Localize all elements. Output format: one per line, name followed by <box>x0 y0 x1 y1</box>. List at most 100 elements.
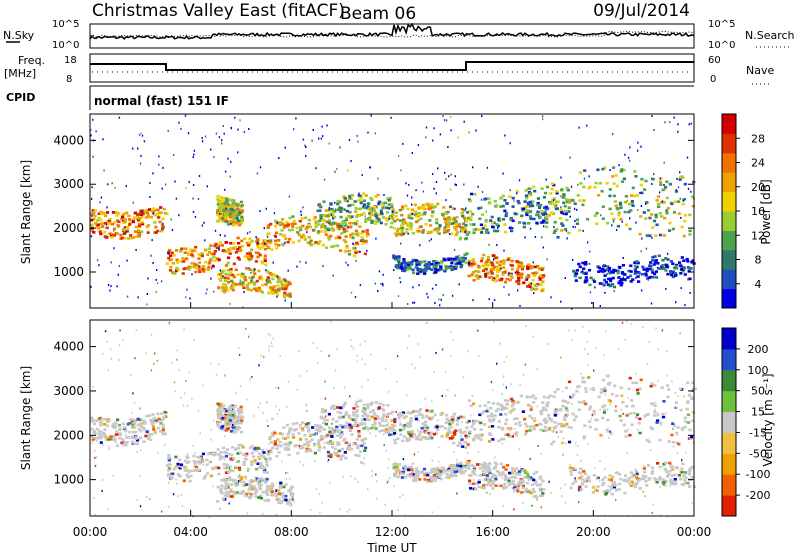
power-data <box>90 114 696 310</box>
scatter-cell <box>409 473 413 476</box>
scatter-cell <box>488 462 492 465</box>
scatter-cell <box>233 245 237 249</box>
scatter-cell <box>671 262 675 265</box>
scatter-cell <box>627 156 630 159</box>
scatter-cell <box>624 429 628 433</box>
scatter-cell <box>592 485 596 489</box>
scatter-cell <box>229 241 233 245</box>
scatter-cell <box>288 292 292 296</box>
scatter-cell <box>229 468 233 472</box>
scatter-cell <box>322 135 324 138</box>
scatter-cell <box>538 278 542 281</box>
scatter-cell <box>668 182 672 186</box>
scatter-cell <box>664 269 668 272</box>
scatter-cell <box>445 199 447 202</box>
scatter-cell <box>523 476 527 479</box>
scatter-cell <box>484 220 488 223</box>
scatter-cell <box>216 194 220 198</box>
scatter-cell <box>187 470 191 474</box>
scatter-cell <box>257 269 261 273</box>
scatter-cell <box>506 258 510 261</box>
scatter-cell <box>648 234 652 237</box>
scatter-cell <box>537 267 541 271</box>
scatter-cell <box>164 183 167 186</box>
scatter-cell <box>221 289 225 292</box>
scatter-cell <box>224 409 228 413</box>
scatter-cell <box>394 467 398 471</box>
scatter-cell <box>571 412 575 416</box>
scatter-cell <box>230 453 234 457</box>
scatter-cell <box>504 214 508 218</box>
scatter-cell <box>661 258 665 262</box>
scatter-cell <box>596 485 600 488</box>
scatter-cell <box>218 415 222 419</box>
scatter-cell <box>507 476 511 480</box>
scatter-cell <box>249 257 253 260</box>
scatter-cell <box>304 216 308 220</box>
scatter-cell <box>248 258 252 262</box>
scatter-cell <box>256 255 260 259</box>
scatter-cell <box>357 140 359 143</box>
scatter-cell <box>486 256 491 259</box>
scatter-cell <box>507 483 511 487</box>
scatter-cell <box>643 465 646 468</box>
scatter-cell <box>519 479 523 482</box>
scatter-cell <box>630 475 634 478</box>
scatter-cell <box>336 199 340 203</box>
scatter-cell <box>601 205 605 208</box>
freq-label: Freq. <box>18 54 45 67</box>
scatter-cell <box>478 413 482 417</box>
scatter-cell <box>605 428 609 431</box>
scatter-cell <box>504 212 509 215</box>
scatter-cell <box>610 212 614 215</box>
scatter-cell <box>554 425 558 428</box>
scatter-cell <box>455 231 459 234</box>
scatter-cell <box>226 478 230 482</box>
scatter-cell <box>686 400 690 403</box>
scatter-cell <box>240 417 244 420</box>
scatter-cell <box>330 405 334 409</box>
scatter-cell <box>277 497 281 501</box>
scatter-cell <box>90 427 94 431</box>
scatter-cell <box>186 475 190 479</box>
scatter-cell <box>246 243 251 247</box>
scatter-cell <box>503 209 507 213</box>
scatter-cell <box>133 401 136 404</box>
scatter-cell <box>284 498 288 502</box>
scatter-cell <box>304 144 306 147</box>
scatter-cell <box>230 160 232 163</box>
scatter-cell <box>303 238 307 241</box>
scatter-cell <box>356 134 358 137</box>
scatter-cell <box>458 443 462 446</box>
scatter-cell <box>589 262 591 265</box>
scatter-cell <box>476 277 480 280</box>
scatter-cell <box>212 466 216 470</box>
scatter-cell <box>582 199 586 202</box>
scatter-cell <box>428 477 432 481</box>
scatter-cell <box>607 270 610 273</box>
scatter-cell <box>375 216 379 220</box>
scatter-cell <box>187 132 190 135</box>
scatter-cell <box>497 226 499 229</box>
scatter-cell <box>321 417 325 420</box>
scatter-cell <box>183 459 187 463</box>
scatter-cell <box>650 213 654 216</box>
scatter-cell <box>311 229 314 232</box>
scatter-cell <box>495 463 499 466</box>
scatter-cell <box>306 425 310 428</box>
scatter-cell <box>228 247 232 250</box>
scatter-cell <box>173 154 175 156</box>
scatter-cell <box>141 426 146 430</box>
scatter-cell <box>629 484 633 488</box>
scatter-cell <box>400 169 402 172</box>
scatter-cell <box>352 411 356 414</box>
scatter-cell <box>507 434 511 438</box>
scatter-cell <box>230 199 234 203</box>
scatter-cell <box>102 138 104 141</box>
scatter-cell <box>604 280 608 284</box>
scatter-cell <box>328 206 331 209</box>
scatter-cell <box>578 199 582 202</box>
power-colorbar-label: Power [dB] <box>759 179 773 244</box>
scatter-cell <box>666 252 669 255</box>
scatter-cell <box>283 437 287 440</box>
